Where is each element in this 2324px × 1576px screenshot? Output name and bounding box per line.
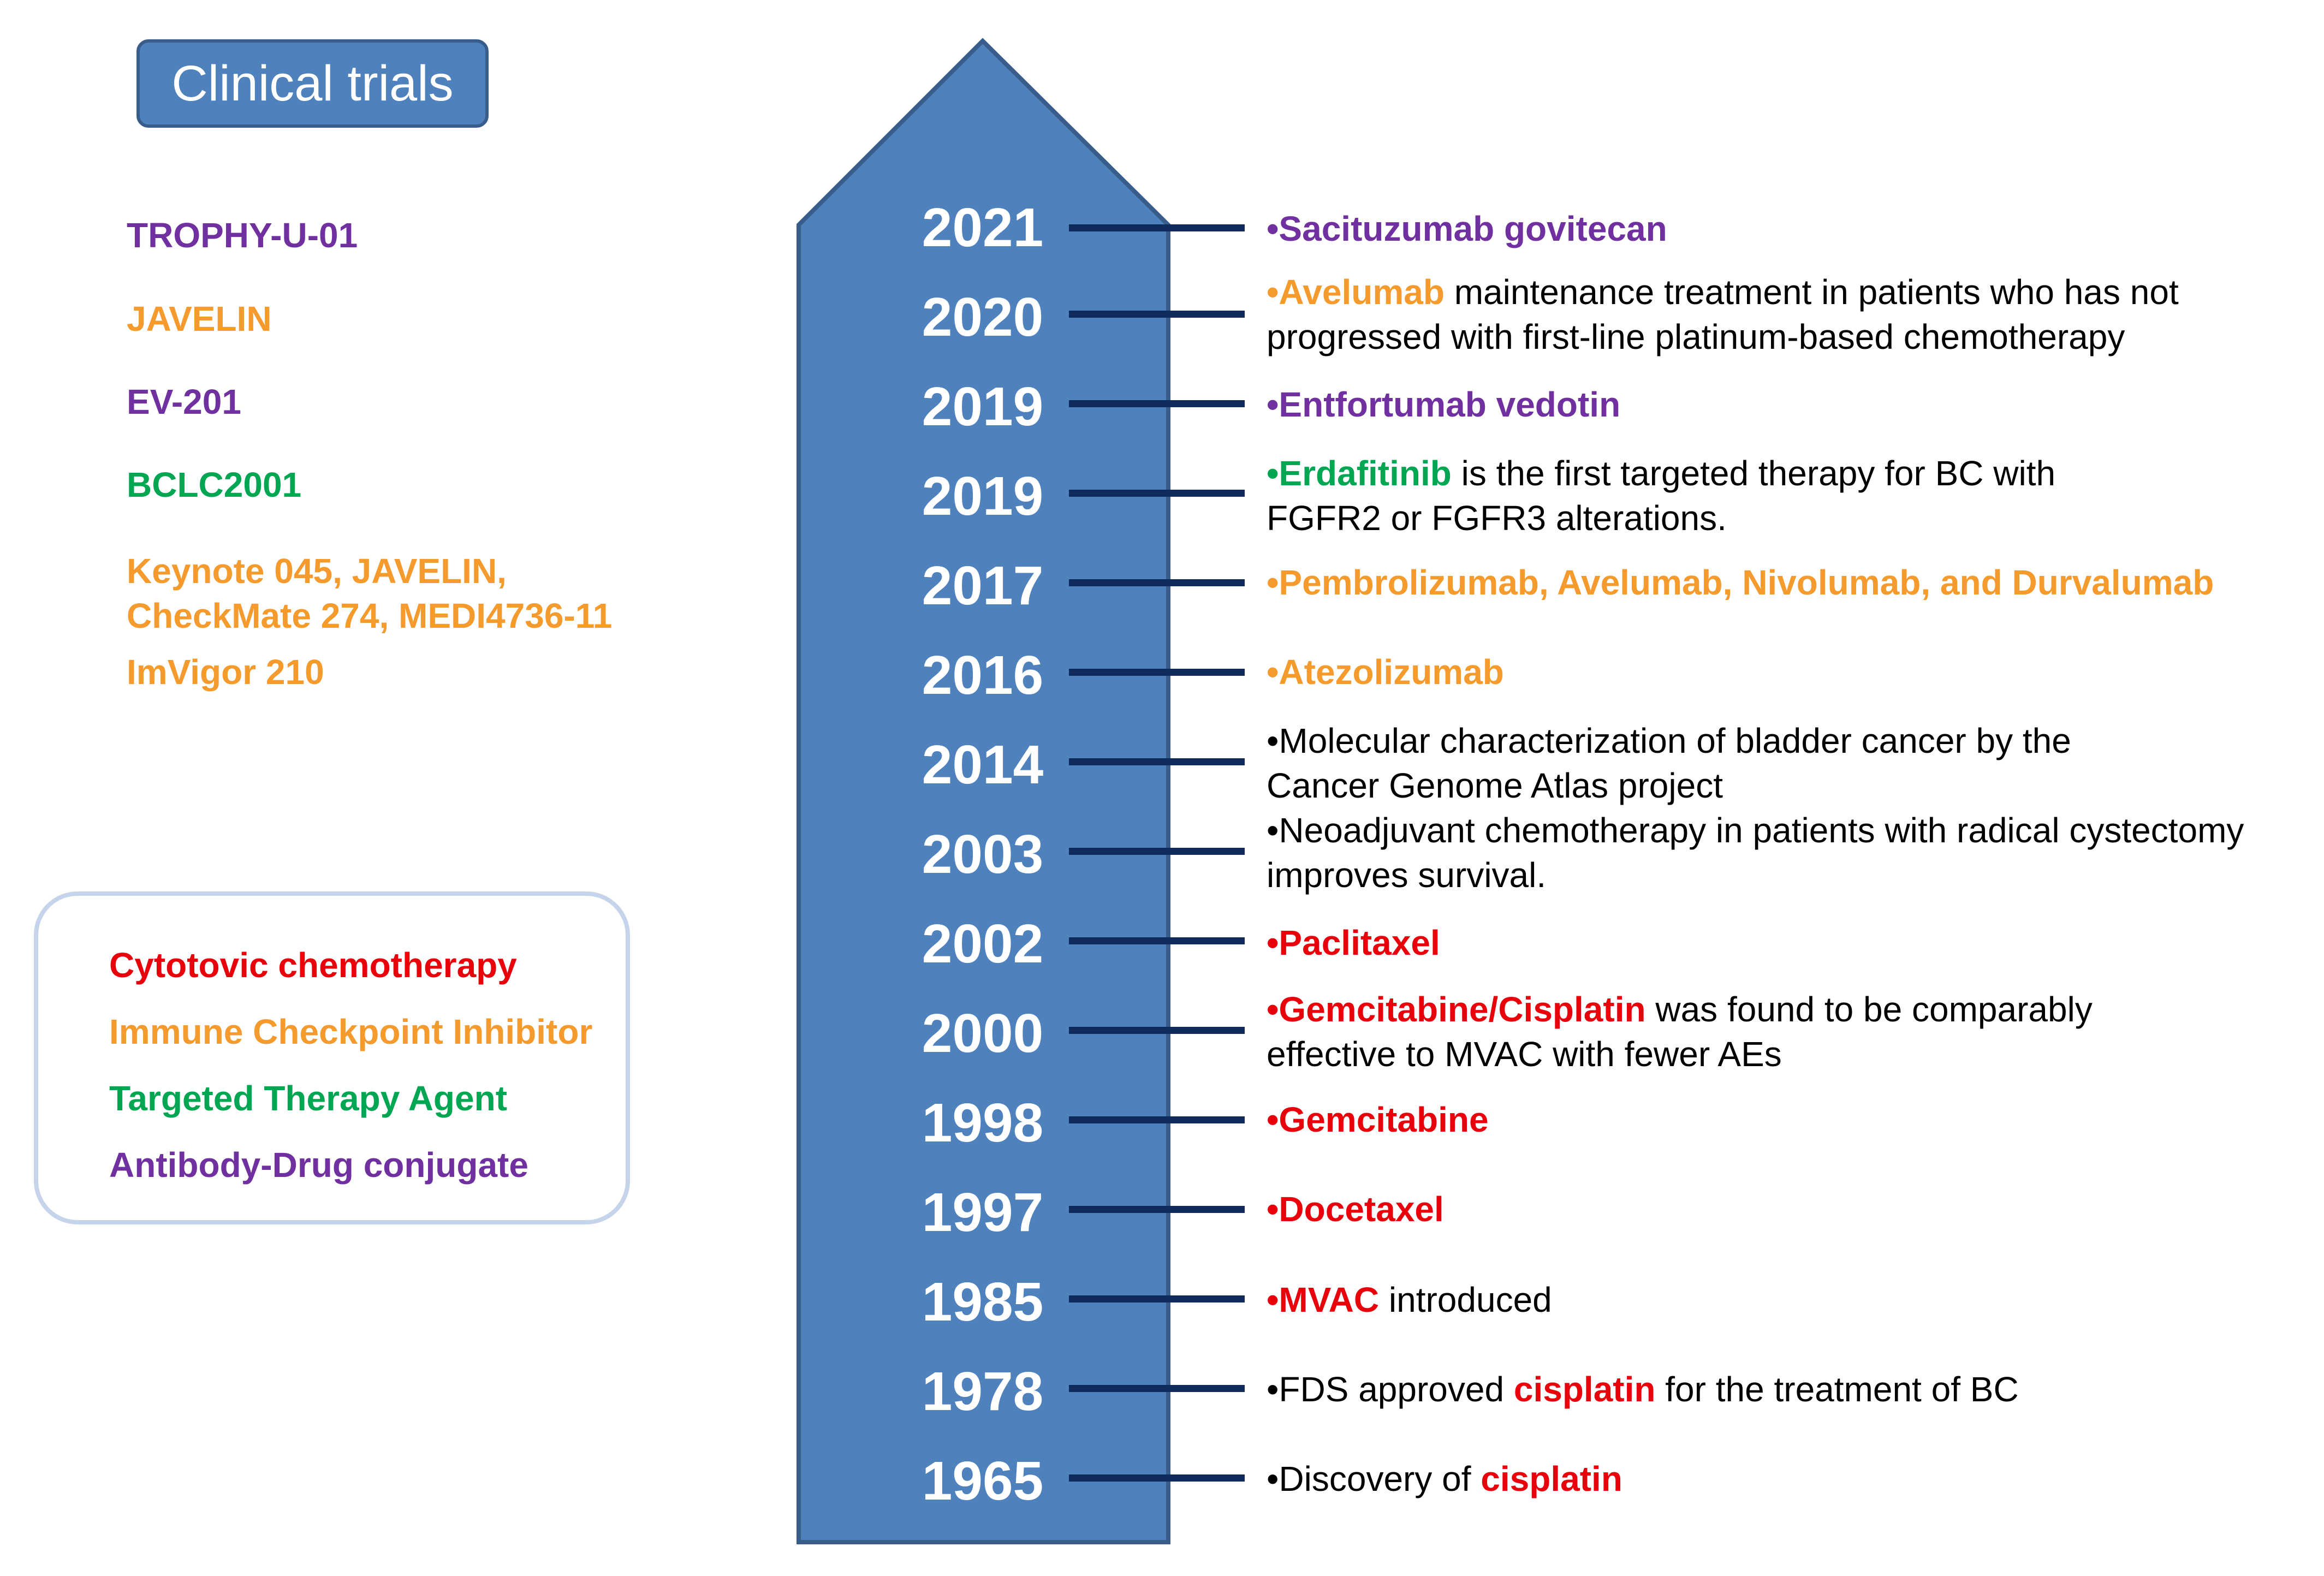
event-2020-line1: •Avelumab maintenance treatment in patie… (1267, 270, 2179, 314)
event-2019-a-drug: •Entfortumab vedotin (1267, 385, 1621, 424)
timeline-arrow-shape (797, 38, 1170, 1544)
year-2021: 2021 (922, 197, 1044, 258)
event-2002: •Paclitaxel (1267, 920, 1440, 965)
event-2016: •Atezolizumab (1267, 650, 1504, 694)
event-2019-b-line2: FGFR2 or FGFR3 alterations. (1267, 498, 1727, 538)
event-2014-line1: •Molecular characterization of bladder c… (1267, 721, 2071, 760)
event-2014-line2: Cancer Genome Atlas project (1267, 766, 1723, 805)
event-2020-rest: maintenance treatment in patients who ha… (1444, 272, 2179, 312)
legend-box: Cytotovic chemotherapy Immune Checkpoint… (34, 891, 630, 1224)
trial-imvigor-210: ImVigor 210 (127, 652, 324, 692)
connector-1965 (1069, 1474, 1245, 1482)
event-2020-line2: progressed with first-line platinum-base… (1267, 317, 2125, 356)
event-2021-drug: •Sacituzumab govitecan (1267, 209, 1667, 248)
connector-1985 (1069, 1295, 1245, 1303)
year-2002: 2002 (922, 913, 1044, 974)
year-2003: 2003 (922, 824, 1044, 885)
event-1978: •FDS approved cisplatin for the treatmen… (1267, 1367, 2019, 1412)
connector-1997 (1069, 1206, 1245, 1213)
event-2003: •Neoadjuvant chemotherapy in patients wi… (1267, 808, 2244, 897)
year-1965: 1965 (922, 1450, 1044, 1512)
connector-2017 (1069, 579, 1245, 586)
connector-2003 (1069, 848, 1245, 855)
legend-cytotoxic: Cytotovic chemotherapy (109, 945, 517, 985)
event-1965-drug: cisplatin (1481, 1459, 1622, 1498)
connector-2002 (1069, 937, 1245, 944)
trial-javelin: JAVELIN (127, 299, 272, 338)
event-1978-rest: for the treatment of BC (1655, 1370, 2019, 1409)
event-1965: •Discovery of cisplatin (1267, 1456, 1622, 1501)
event-2021: •Sacituzumab govitecan (1267, 206, 1667, 251)
year-2019-b: 2019 (922, 466, 1044, 527)
event-1985: •MVAC introduced (1267, 1277, 1552, 1322)
year-1985: 1985 (922, 1271, 1044, 1333)
event-2016-drug: •Atezolizumab (1267, 652, 1504, 692)
trial-trophy-u-01: TROPHY-U-01 (127, 216, 358, 255)
year-2016: 2016 (922, 645, 1044, 706)
year-2019-a: 2019 (922, 376, 1044, 437)
event-2000-line2: effective to MVAC with fewer AEs (1267, 1034, 1782, 1074)
year-1997: 1997 (922, 1182, 1044, 1243)
event-1985-rest: introduced (1379, 1280, 1552, 1319)
event-2019-b-line1: •Erdafitinib is the first targeted thera… (1267, 451, 2055, 496)
event-1978-drug: cisplatin (1513, 1370, 1656, 1409)
connector-2019-a (1069, 400, 1245, 407)
connector-2019-b (1069, 490, 1245, 497)
event-1997: •Docetaxel (1267, 1187, 1444, 1232)
connector-2020 (1069, 311, 1245, 318)
event-2019-a: •Entfortumab vedotin (1267, 382, 1620, 427)
event-2003-line2: improves survival. (1267, 855, 1547, 895)
event-2020: •Avelumab maintenance treatment in patie… (1267, 270, 2179, 359)
legend-immune-checkpoint: Immune Checkpoint Inhibitor (109, 1012, 593, 1051)
connector-2021 (1069, 224, 1245, 231)
event-2003-line1: •Neoadjuvant chemotherapy in patients wi… (1267, 811, 2244, 850)
year-1998: 1998 (922, 1092, 1044, 1153)
event-1998-drug: •Gemcitabine (1267, 1100, 1489, 1139)
connector-2000 (1069, 1027, 1245, 1034)
year-2000: 2000 (922, 1003, 1044, 1064)
event-2020-drug: •Avelumab (1267, 272, 1445, 312)
event-2019-b-drug: •Erdafitinib (1267, 454, 1452, 493)
event-1998: •Gemcitabine (1267, 1097, 1489, 1142)
trial-bclc2001: BCLC2001 (127, 465, 302, 504)
event-2019-b: •Erdafitinib is the first targeted thera… (1267, 451, 2055, 540)
year-1978: 1978 (922, 1361, 1044, 1422)
event-2000: •Gemcitabine/Cisplatin was found to be c… (1267, 987, 2093, 1077)
event-2000-rest: was found to be comparably (1645, 990, 2093, 1029)
clinical-trials-header: Clinical trials (136, 39, 489, 128)
event-2014: •Molecular characterization of bladder c… (1267, 718, 2071, 808)
event-2017: •Pembrolizumab, Avelumab, Nivolumab, and… (1267, 560, 2214, 605)
event-2002-drug: •Paclitaxel (1267, 923, 1440, 962)
legend-targeted-therapy: Targeted Therapy Agent (109, 1079, 507, 1118)
year-2014: 2014 (922, 734, 1044, 795)
trial-keynote-checkmate: Keynote 045, JAVELIN, CheckMate 274, MED… (127, 551, 613, 635)
connector-2016 (1069, 669, 1245, 676)
connector-1978 (1069, 1385, 1245, 1392)
header-title: Clinical trials (171, 55, 454, 111)
event-1965-pre: •Discovery of (1267, 1459, 1481, 1498)
connector-1998 (1069, 1116, 1245, 1123)
year-2017: 2017 (922, 555, 1044, 616)
year-2020: 2020 (922, 287, 1044, 348)
event-1978-pre: •FDS approved (1267, 1370, 1514, 1409)
legend-antibody-drug: Antibody-Drug conjugate (109, 1145, 528, 1185)
event-2000-drug: •Gemcitabine/Cisplatin (1267, 990, 1646, 1029)
event-2017-drug: •Pembrolizumab, Avelumab, Nivolumab, and… (1267, 563, 2214, 602)
event-1985-drug: •MVAC (1267, 1280, 1380, 1319)
connector-2014 (1069, 758, 1245, 765)
event-1997-drug: •Docetaxel (1267, 1190, 1444, 1229)
event-2019-b-rest: is the first targeted therapy for BC wit… (1451, 454, 2056, 493)
trial-ev-201: EV-201 (127, 382, 241, 421)
event-2000-line1: •Gemcitabine/Cisplatin was found to be c… (1267, 987, 2093, 1032)
